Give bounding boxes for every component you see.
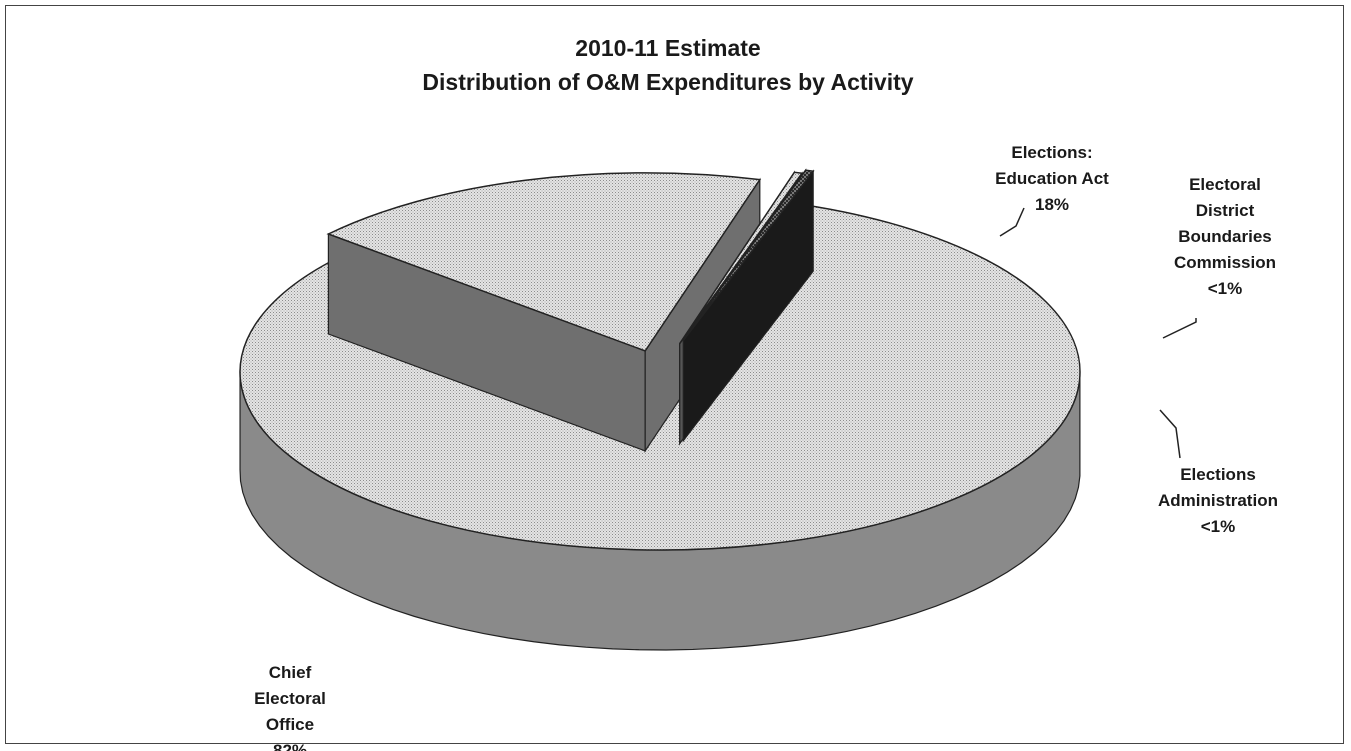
leader-line-3 [1159, 409, 1181, 459]
slice-label-1-line-0: Elections: [1011, 143, 1092, 162]
pie-slice-top-2 [679, 171, 804, 344]
chart-title-line-1: 2010-11 Estimate [575, 35, 760, 61]
slice-label-0-line-3: 82% [273, 741, 307, 751]
slice-label-0-line-1: Electoral [254, 689, 326, 708]
slice-label-1-line-2: 18% [1035, 195, 1069, 214]
chart-title-line-2: Distribution of O&M Expenditures by Acti… [422, 69, 913, 95]
slice-label-1-line-1: Education Act [995, 169, 1109, 188]
slice-label-3: Elections Administration <1% [1158, 465, 1278, 536]
slice-label-0-line-2: Office [266, 715, 314, 734]
slice-label-2-line-3: Commission [1174, 253, 1276, 272]
pie-slice-top-1 [326, 172, 762, 352]
leader-line-2 [1162, 318, 1197, 339]
slice-label-0: Chief Electoral Office 82% [254, 663, 326, 751]
slice-label-2-line-2: Boundaries [1178, 227, 1272, 246]
slice-label-2: Electoral District Boundaries Commission <1% [1174, 175, 1276, 298]
slice-label-0-line-0: Chief [269, 663, 312, 682]
chart-title: 2010-11 Estimate Distribution of O&M Exp… [422, 35, 913, 95]
slice-label-3-line-1: Administration [1158, 491, 1278, 510]
pie-slice-3 [682, 168, 815, 443]
slice-label-1: Elections: Education Act 18% [995, 143, 1109, 214]
slice-label-2-line-0: Electoral [1189, 175, 1261, 194]
slice-label-2-line-4: <1% [1208, 279, 1243, 298]
chart-frame [5, 5, 1344, 744]
slice-label-3-line-2: <1% [1201, 517, 1236, 536]
pie-slice-1 [326, 172, 762, 453]
leader-line-1 [999, 207, 1025, 237]
pie-slice-top-3 [682, 169, 815, 341]
slice-label-3-line-0: Elections [1180, 465, 1256, 484]
slice-label-2-line-1: District [1196, 201, 1255, 220]
